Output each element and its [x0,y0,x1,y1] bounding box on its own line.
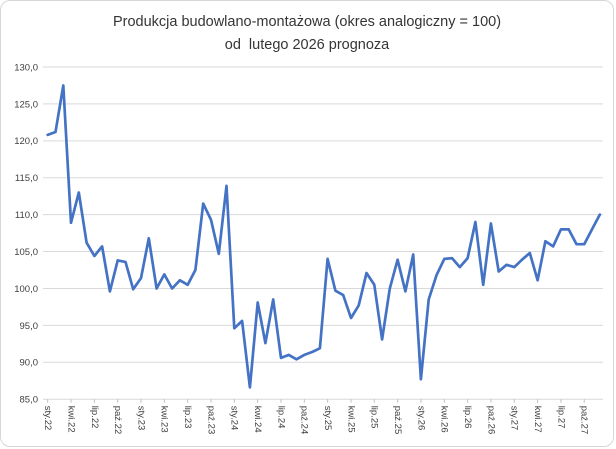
x-axis-tick-label: kwi.26 [439,406,450,433]
x-axis-tick-label: sty.22 [42,406,53,431]
x-axis-tick-label: sty.25 [322,406,333,431]
x-axis-tick-label: sty.24 [229,406,240,431]
x-axis-tick-label: paź.22 [112,406,123,435]
x-axis-tick-label: paź.27 [579,406,590,435]
x-axis-tick-label: sty.26 [415,406,426,431]
y-axis-tick-label: 85,0 [20,395,39,406]
x-axis-tick-label: lip.27 [555,406,566,429]
x-axis-tick-label: kwi.22 [65,406,76,433]
x-axis-tick-label: lip.23 [182,406,193,429]
y-axis-tick-label: 120,0 [14,136,38,147]
y-axis-tick-label: 110,0 [15,210,38,221]
x-axis-tick-label: kwi.24 [252,406,263,433]
x-axis-tick-label: lip.25 [369,406,380,429]
y-axis-tick-label: 105,0 [14,247,38,258]
x-axis-tick-label: kwi.27 [532,406,543,433]
x-axis-tick-label: lip.24 [275,406,286,429]
data-series-line [46,84,602,389]
y-axis-tick-label: 130,0 [14,62,38,73]
x-axis-tick-label: paź.24 [299,406,310,435]
x-axis-tick-label: kwi.23 [159,406,170,433]
y-axis-tick-label: 100,0 [14,284,38,295]
y-axis-tick-label: 90,0 [20,358,39,369]
x-axis-tick-label: paź.26 [485,406,496,435]
y-axis-tick-label: 95,0 [20,321,39,332]
x-axis-tick-label: lip.26 [462,406,473,429]
x-axis-tick-label: paź.25 [392,406,403,435]
x-axis-tick-label: paź.23 [205,406,216,435]
x-axis-tick-label: sty.23 [135,406,146,431]
y-axis-tick-label: 125,0 [14,99,38,110]
chart-subtitle: od lutego 2026 prognoza [224,37,390,53]
x-axis-tick-label: kwi.25 [345,406,356,433]
x-axis-tick-label: sty.27 [509,406,520,431]
y-axis-tick-label: 115,0 [15,173,38,184]
x-axis-tick-label: lip.22 [89,406,100,429]
chart-title: Produkcja budowlano-montażowa (okres ana… [112,14,502,30]
